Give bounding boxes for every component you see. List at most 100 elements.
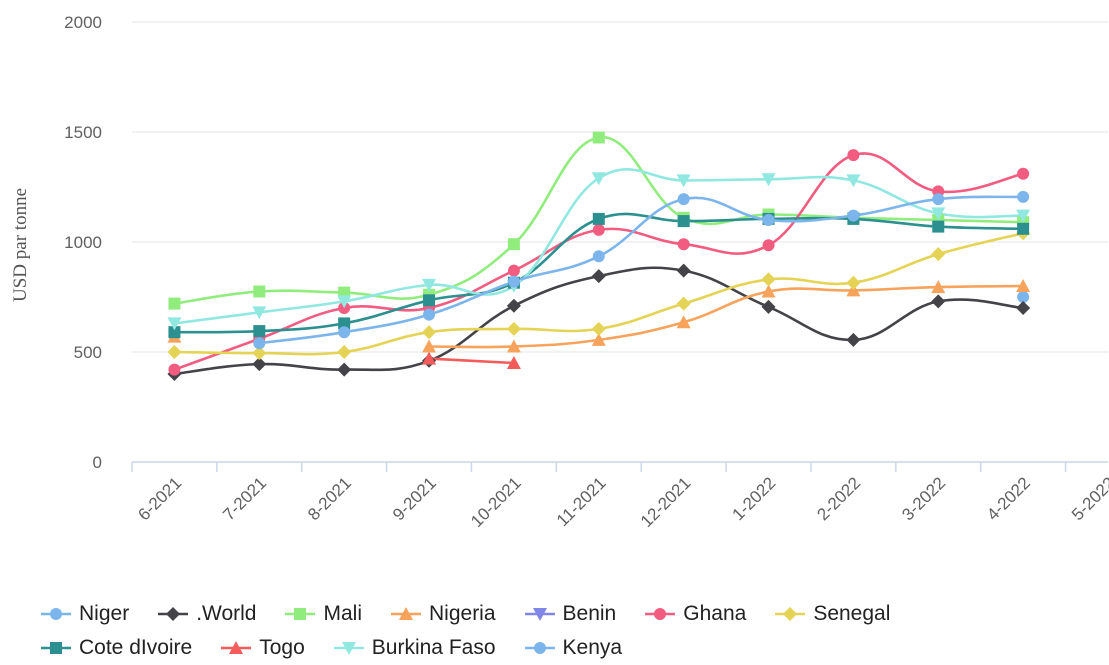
- x-tick-label: 1-2022: [728, 473, 779, 524]
- legend-item-world[interactable]: .World: [157, 602, 256, 626]
- x-tick-label: 5-2022: [1068, 473, 1109, 524]
- legend-item-cote-divoire[interactable]: Cote dIvoire: [40, 636, 192, 660]
- data-point-senegal: [676, 296, 691, 311]
- data-point-mali: [253, 285, 266, 298]
- legend-item-niger[interactable]: Niger: [40, 602, 129, 626]
- x-tick-label: 7-2021: [219, 473, 270, 524]
- legend-symbol: [221, 641, 252, 654]
- legend-label: Niger: [79, 602, 130, 625]
- data-point-kenya: [677, 193, 690, 206]
- data-point-mali: [168, 297, 181, 310]
- y-axis-label: USD par tonne: [10, 188, 31, 302]
- legend-item-togo[interactable]: Togo: [220, 636, 305, 660]
- data-point-burkina-faso: [1016, 209, 1031, 223]
- series-line-burkina-faso: [174, 168, 1024, 325]
- data-point-cote-divoire: [1017, 222, 1030, 235]
- legend-symbol: [41, 608, 71, 620]
- x-tick-label: 2-2022: [813, 473, 864, 524]
- data-point-world: [931, 294, 946, 309]
- legend-marker: [654, 608, 667, 620]
- legend-symbol: [524, 642, 555, 654]
- y-tick-label: 1500: [64, 123, 102, 142]
- x-tick-label: 10-2021: [467, 473, 525, 531]
- legend-marker: [783, 607, 798, 621]
- x-axis: 6-2021 7-2021 8-2021 9-2021 10-2021 11-2021 12…: [131, 461, 1109, 531]
- data-point-senegal: [252, 346, 267, 361]
- data-point-ghana: [1017, 167, 1030, 180]
- data-point-nigeria: [931, 280, 946, 294]
- legend-marker: [50, 642, 62, 654]
- data-point-nigeria: [591, 332, 606, 346]
- legend-label: Kenya: [562, 636, 623, 659]
- data-point-world: [1016, 301, 1031, 315]
- x-tick-label: 4-2022: [983, 473, 1034, 524]
- data-point-world: [676, 263, 691, 278]
- data-point-nigeria: [422, 339, 437, 353]
- legend-item-benin[interactable]: Benin: [524, 602, 616, 626]
- data-point-burkina-faso: [761, 173, 776, 187]
- data-point-nigeria: [846, 283, 861, 297]
- data-point-senegal: [422, 325, 437, 340]
- line-chart: 6-2021 7-2021 8-2021 9-2021 10-2021 11-2021 12…: [10, 13, 1109, 531]
- data-point-kenya: [762, 214, 775, 226]
- data-point-senegal: [337, 345, 352, 359]
- data-point-world: [506, 298, 521, 313]
- data-point-nigeria: [676, 315, 691, 329]
- data-point-senegal: [931, 247, 946, 262]
- legend-item-ghana[interactable]: Ghana: [644, 602, 746, 626]
- data-point-kenya: [253, 337, 266, 350]
- data-point-ghana: [592, 223, 605, 236]
- legend-marker: [229, 641, 244, 654]
- legend-marker: [166, 607, 181, 621]
- legend-label: Cote dIvoire: [79, 636, 193, 659]
- data-point-nigeria: [761, 284, 776, 298]
- data-point-togo: [422, 351, 437, 365]
- data-point-burkina-faso: [676, 174, 691, 188]
- data-point-burkina-faso: [337, 295, 352, 309]
- data-point-cote-divoire: [932, 220, 945, 233]
- legend-item-mali[interactable]: Mali: [284, 602, 362, 626]
- data-point-ghana: [677, 238, 690, 251]
- data-point-cote-divoire: [253, 325, 266, 338]
- data-point-kenya: [507, 275, 520, 288]
- legend-label: Mali: [323, 602, 362, 625]
- data-point-world: [761, 299, 776, 314]
- x-tick-label: 12-2021: [637, 473, 695, 531]
- legend: Niger .World Mali Nigeria Benin Ghana Senegal C…: [40, 597, 1100, 665]
- data-point-burkina-faso: [252, 306, 267, 320]
- legend-item-nigeria[interactable]: Nigeria: [390, 602, 496, 626]
- data-point-senegal: [761, 272, 776, 287]
- legend-symbol: [41, 642, 71, 654]
- legend-label: Togo: [259, 636, 305, 659]
- y-axis: 0 500 1000 1500 2000: [64, 13, 102, 472]
- data-point-kenya: [592, 250, 605, 263]
- data-point-mali: [507, 238, 520, 251]
- legend-marker: [341, 642, 356, 655]
- legend-item-burkina-faso[interactable]: Burkina Faso: [333, 636, 496, 660]
- data-point-nigeria: [1016, 279, 1031, 292]
- y-tick-label: 2000: [64, 13, 102, 32]
- data-point-burkina-faso: [846, 174, 861, 188]
- data-point-ghana: [168, 363, 181, 376]
- data-point-cote-divoire: [423, 294, 436, 307]
- legend-marker: [294, 608, 307, 620]
- data-point-senegal: [846, 275, 861, 290]
- legend-label: Senegal: [813, 602, 891, 625]
- data-point-kenya: [932, 193, 945, 206]
- x-tick-label: 9-2021: [389, 473, 440, 524]
- data-point-burkina-faso: [422, 278, 437, 292]
- legend-symbol: [285, 608, 316, 620]
- x-tick-label: 3-2022: [898, 473, 949, 524]
- legend-label: Nigeria: [429, 602, 496, 625]
- data-point-kenya: [1017, 190, 1030, 203]
- data-point-senegal: [167, 345, 182, 359]
- legend-item-senegal[interactable]: Senegal: [774, 602, 890, 626]
- data-point-burkina-faso: [931, 207, 946, 221]
- data-point-niger: [1017, 291, 1030, 303]
- legend-symbol: [158, 607, 189, 621]
- x-tick-label: 8-2021: [304, 473, 355, 524]
- data-point-ghana: [507, 264, 520, 277]
- legend-item-kenya[interactable]: Kenya: [524, 636, 623, 660]
- legend-row: Niger .World Mali Nigeria Benin Ghana Senegal: [40, 597, 1100, 631]
- data-point-ghana: [762, 239, 775, 252]
